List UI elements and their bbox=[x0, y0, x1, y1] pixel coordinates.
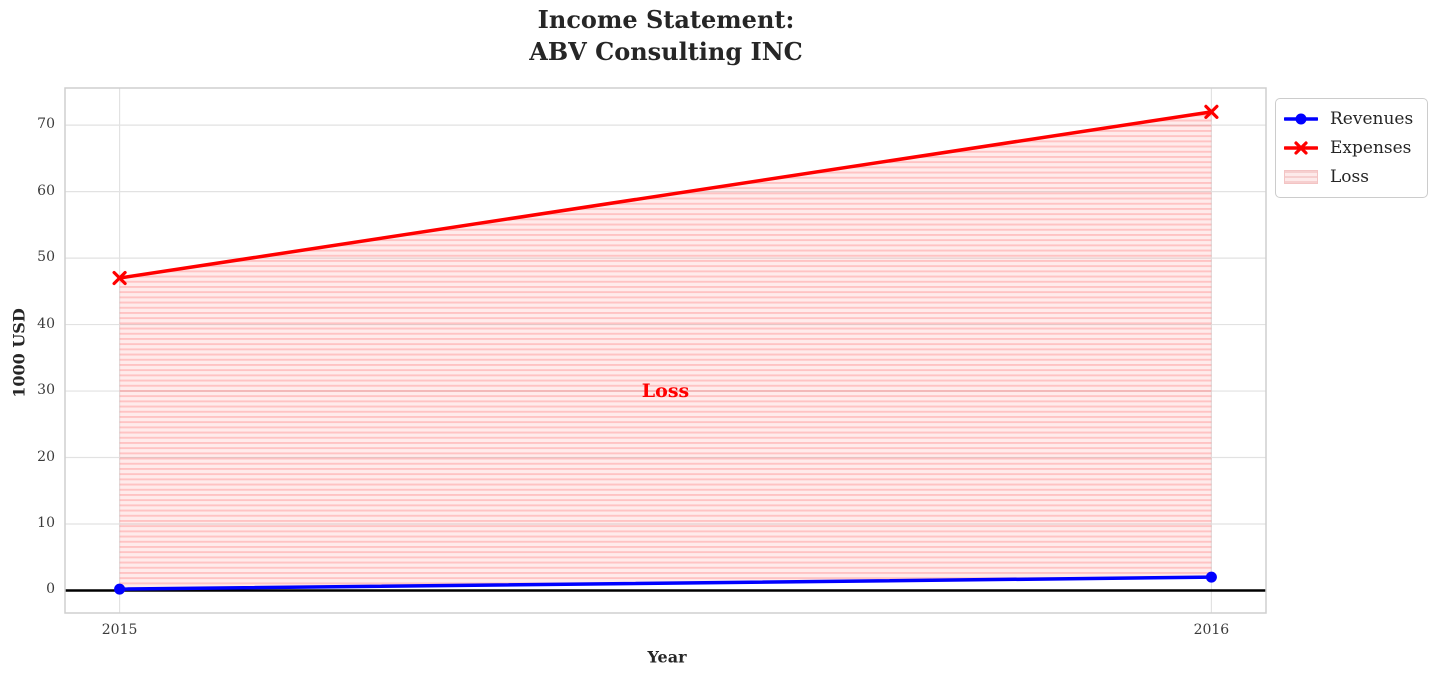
legend-item-expenses: Expenses bbox=[1284, 137, 1413, 159]
chart-title: Income Statement: ABV Consulting INC bbox=[65, 4, 1267, 68]
loss-annotation: Loss bbox=[641, 380, 690, 403]
legend-item-loss: Loss bbox=[1284, 166, 1413, 188]
y-tick-label: 0 bbox=[46, 581, 55, 598]
series-expenses-line bbox=[117, 110, 1214, 280]
chart-title-line2: ABV Consulting INC bbox=[529, 37, 803, 66]
x-tick-label: 2015 bbox=[101, 622, 138, 638]
circle-marker-icon bbox=[114, 583, 126, 595]
y-axis-label: 1000 USD bbox=[9, 308, 29, 398]
plot-border bbox=[64, 87, 1267, 614]
line-circle-marker-icon bbox=[1284, 113, 1318, 125]
x-axis-label: Year bbox=[647, 647, 687, 667]
y-tick-label: 40 bbox=[37, 315, 55, 332]
loss-area bbox=[119, 111, 1212, 590]
series-revenues-line bbox=[117, 575, 1214, 591]
circle-marker-icon bbox=[1205, 571, 1217, 583]
legend-label: Loss bbox=[1330, 167, 1369, 187]
y-tick-label: 60 bbox=[37, 182, 55, 199]
legend-label: Expenses bbox=[1330, 138, 1412, 158]
legend-label: Revenues bbox=[1330, 109, 1414, 129]
x-tick-label: 2016 bbox=[1193, 622, 1230, 638]
y-tick-label: 50 bbox=[37, 249, 55, 266]
x-marker-icon bbox=[1204, 104, 1219, 119]
y-tick-label: 70 bbox=[37, 116, 55, 133]
chart-title-line1: Income Statement: bbox=[537, 5, 795, 34]
line-x-marker-icon bbox=[1284, 141, 1318, 155]
y-tick-label: 30 bbox=[37, 382, 55, 399]
loss-patch-icon bbox=[1284, 170, 1318, 184]
y-tick-label: 20 bbox=[37, 448, 55, 465]
legend-item-revenues: Revenues bbox=[1284, 108, 1413, 130]
legend: Revenues Expenses Loss bbox=[1275, 98, 1429, 198]
y-tick-label: 10 bbox=[37, 514, 55, 531]
x-marker-icon bbox=[112, 270, 127, 286]
